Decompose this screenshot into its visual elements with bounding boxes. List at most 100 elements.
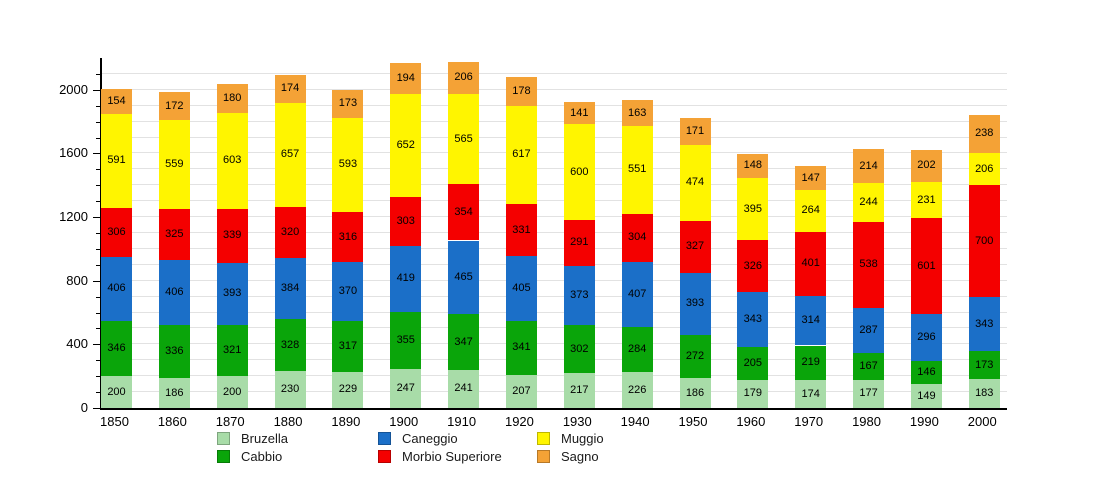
bar-segment-sagno-1870: 180 bbox=[216, 84, 248, 113]
segment-value-label: 174 bbox=[801, 387, 820, 400]
x-tick-label-1900: 1900 bbox=[389, 414, 419, 429]
y-tick-major-2000 bbox=[93, 89, 100, 91]
legend-column-3: Muggio Sagno bbox=[537, 430, 604, 464]
gridline-900 bbox=[102, 263, 1007, 265]
bar-segment-caneggio-1990: 296 bbox=[910, 314, 942, 362]
legend-label: Muggio bbox=[561, 430, 604, 446]
segment-value-label: 346 bbox=[107, 342, 126, 355]
y-tick-label-800: 800 bbox=[66, 272, 88, 288]
bar-segment-bruzella-2000: 183 bbox=[968, 378, 1000, 408]
bar-segment-bruzella-1970: 174 bbox=[795, 380, 827, 408]
segment-value-label: 244 bbox=[859, 196, 878, 209]
legend-item-muggio: Muggio bbox=[537, 430, 604, 446]
segment-value-label: 341 bbox=[512, 341, 531, 354]
segment-value-label: 303 bbox=[396, 214, 415, 227]
bar-segment-morbio-superiore-1910: 354 bbox=[448, 184, 480, 241]
bar-segment-caneggio-1980: 287 bbox=[853, 307, 885, 354]
bar-segment-caneggio-1860: 406 bbox=[158, 260, 190, 325]
segment-value-label: 238 bbox=[975, 127, 994, 140]
bar-segment-sagno-1990: 202 bbox=[910, 149, 942, 182]
bar-segment-cabbio-1880: 328 bbox=[274, 319, 306, 372]
bar-segment-cabbio-1960: 205 bbox=[737, 346, 769, 380]
segment-value-label: 419 bbox=[396, 272, 415, 285]
segment-value-label: 177 bbox=[859, 387, 878, 400]
segment-value-label: 336 bbox=[165, 345, 184, 358]
segment-value-label: 264 bbox=[801, 204, 820, 217]
legend-label: Bruzella bbox=[241, 430, 288, 446]
segment-value-label: 148 bbox=[743, 159, 763, 172]
y-tick-minor-1500 bbox=[96, 169, 100, 171]
y-tick-label-1200: 1200 bbox=[59, 209, 88, 225]
gridline-1700 bbox=[102, 136, 1007, 138]
bar-segment-morbio-superiore-1940: 304 bbox=[621, 213, 653, 263]
bar-segment-cabbio-1860: 336 bbox=[158, 324, 190, 379]
segment-value-label: 316 bbox=[338, 230, 358, 243]
x-tick-label-1930: 1930 bbox=[562, 414, 592, 429]
segment-value-label: 146 bbox=[917, 366, 936, 379]
bar-segment-morbio-superiore-1870: 339 bbox=[216, 208, 248, 263]
segment-value-label: 700 bbox=[975, 234, 994, 247]
gridline-1000 bbox=[102, 247, 1007, 249]
bar-segment-bruzella-1910: 241 bbox=[448, 369, 480, 408]
segment-value-label: 306 bbox=[107, 225, 126, 238]
bar-1910: 241 347 465 354 565 206 bbox=[448, 61, 480, 408]
segment-value-label: 206 bbox=[975, 162, 994, 175]
segment-value-label: 141 bbox=[570, 106, 589, 119]
gridline-400 bbox=[102, 343, 1007, 345]
segment-value-label: 200 bbox=[223, 385, 242, 398]
segment-value-label: 538 bbox=[859, 258, 878, 271]
plot-area: 200 346 406 306 591 154 186 336 406 325 559 172 200 3… bbox=[100, 58, 1007, 410]
bar-segment-muggio-1990: 231 bbox=[910, 181, 942, 219]
segment-value-label: 355 bbox=[396, 333, 415, 346]
bar-segment-cabbio-1920: 341 bbox=[505, 320, 537, 376]
bar-segment-sagno-1960: 148 bbox=[737, 154, 769, 178]
segment-value-label: 370 bbox=[338, 285, 358, 298]
segment-value-label: 147 bbox=[801, 171, 820, 184]
y-tick-minor-900 bbox=[96, 264, 100, 266]
gridline-1400 bbox=[102, 184, 1007, 186]
legend-swatch-sagno bbox=[537, 449, 550, 463]
bar-segment-caneggio-1880: 384 bbox=[274, 258, 306, 320]
segment-value-label: 617 bbox=[512, 148, 531, 161]
segment-value-label: 202 bbox=[917, 159, 936, 172]
segment-value-label: 325 bbox=[165, 228, 184, 241]
y-tick-minor-100 bbox=[96, 392, 100, 394]
bar-segment-sagno-1850: 154 bbox=[101, 89, 132, 114]
x-tick-label-1880: 1880 bbox=[273, 414, 303, 429]
segment-value-label: 343 bbox=[975, 317, 994, 330]
y-tick-minor-200 bbox=[96, 376, 100, 378]
bar-segment-cabbio-1970: 219 bbox=[795, 345, 827, 381]
bar-segment-bruzella-1950: 186 bbox=[679, 378, 711, 408]
bar-segment-morbio-superiore-1960: 326 bbox=[737, 240, 769, 293]
segment-value-label: 465 bbox=[454, 270, 473, 283]
segment-value-label: 328 bbox=[280, 338, 300, 351]
gridline-100 bbox=[102, 391, 1007, 393]
segment-value-label: 296 bbox=[917, 331, 936, 344]
bar-segment-sagno-1940: 163 bbox=[621, 100, 653, 127]
segment-value-label: 247 bbox=[396, 381, 415, 394]
y-tick-minor-1700 bbox=[96, 137, 100, 139]
bar-segment-muggio-1940: 551 bbox=[621, 126, 653, 214]
legend-swatch-bruzella bbox=[217, 431, 230, 445]
x-tick-label-1920: 1920 bbox=[504, 414, 534, 429]
y-tick-minor-1000 bbox=[96, 248, 100, 250]
segment-value-label: 302 bbox=[570, 342, 589, 355]
bar-segment-morbio-superiore-1990: 601 bbox=[910, 218, 942, 314]
bar-segment-morbio-superiore-1850: 306 bbox=[101, 207, 132, 257]
bar-segment-bruzella-1920: 207 bbox=[505, 375, 537, 408]
bar-segment-caneggio-1890: 370 bbox=[332, 262, 364, 322]
y-tick-minor-2100 bbox=[96, 73, 100, 75]
segment-value-label: 219 bbox=[801, 356, 820, 369]
bar-segment-bruzella-1930: 217 bbox=[563, 373, 595, 408]
gridline-800 bbox=[102, 279, 1007, 281]
y-tick-minor-500 bbox=[96, 328, 100, 330]
segment-value-label: 180 bbox=[223, 91, 242, 104]
y-tick-minor-1900 bbox=[96, 105, 100, 107]
bar-1930: 217 302 373 291 600 141 bbox=[563, 101, 595, 408]
segment-value-label: 304 bbox=[627, 231, 647, 244]
segment-value-label: 395 bbox=[743, 202, 763, 215]
legend-item-caneggio: Caneggio bbox=[378, 431, 502, 446]
bar-1960: 179 205 343 326 395 148 bbox=[737, 154, 769, 408]
y-tick-major-1200 bbox=[93, 217, 100, 219]
x-tick-label-1860: 1860 bbox=[157, 414, 187, 429]
